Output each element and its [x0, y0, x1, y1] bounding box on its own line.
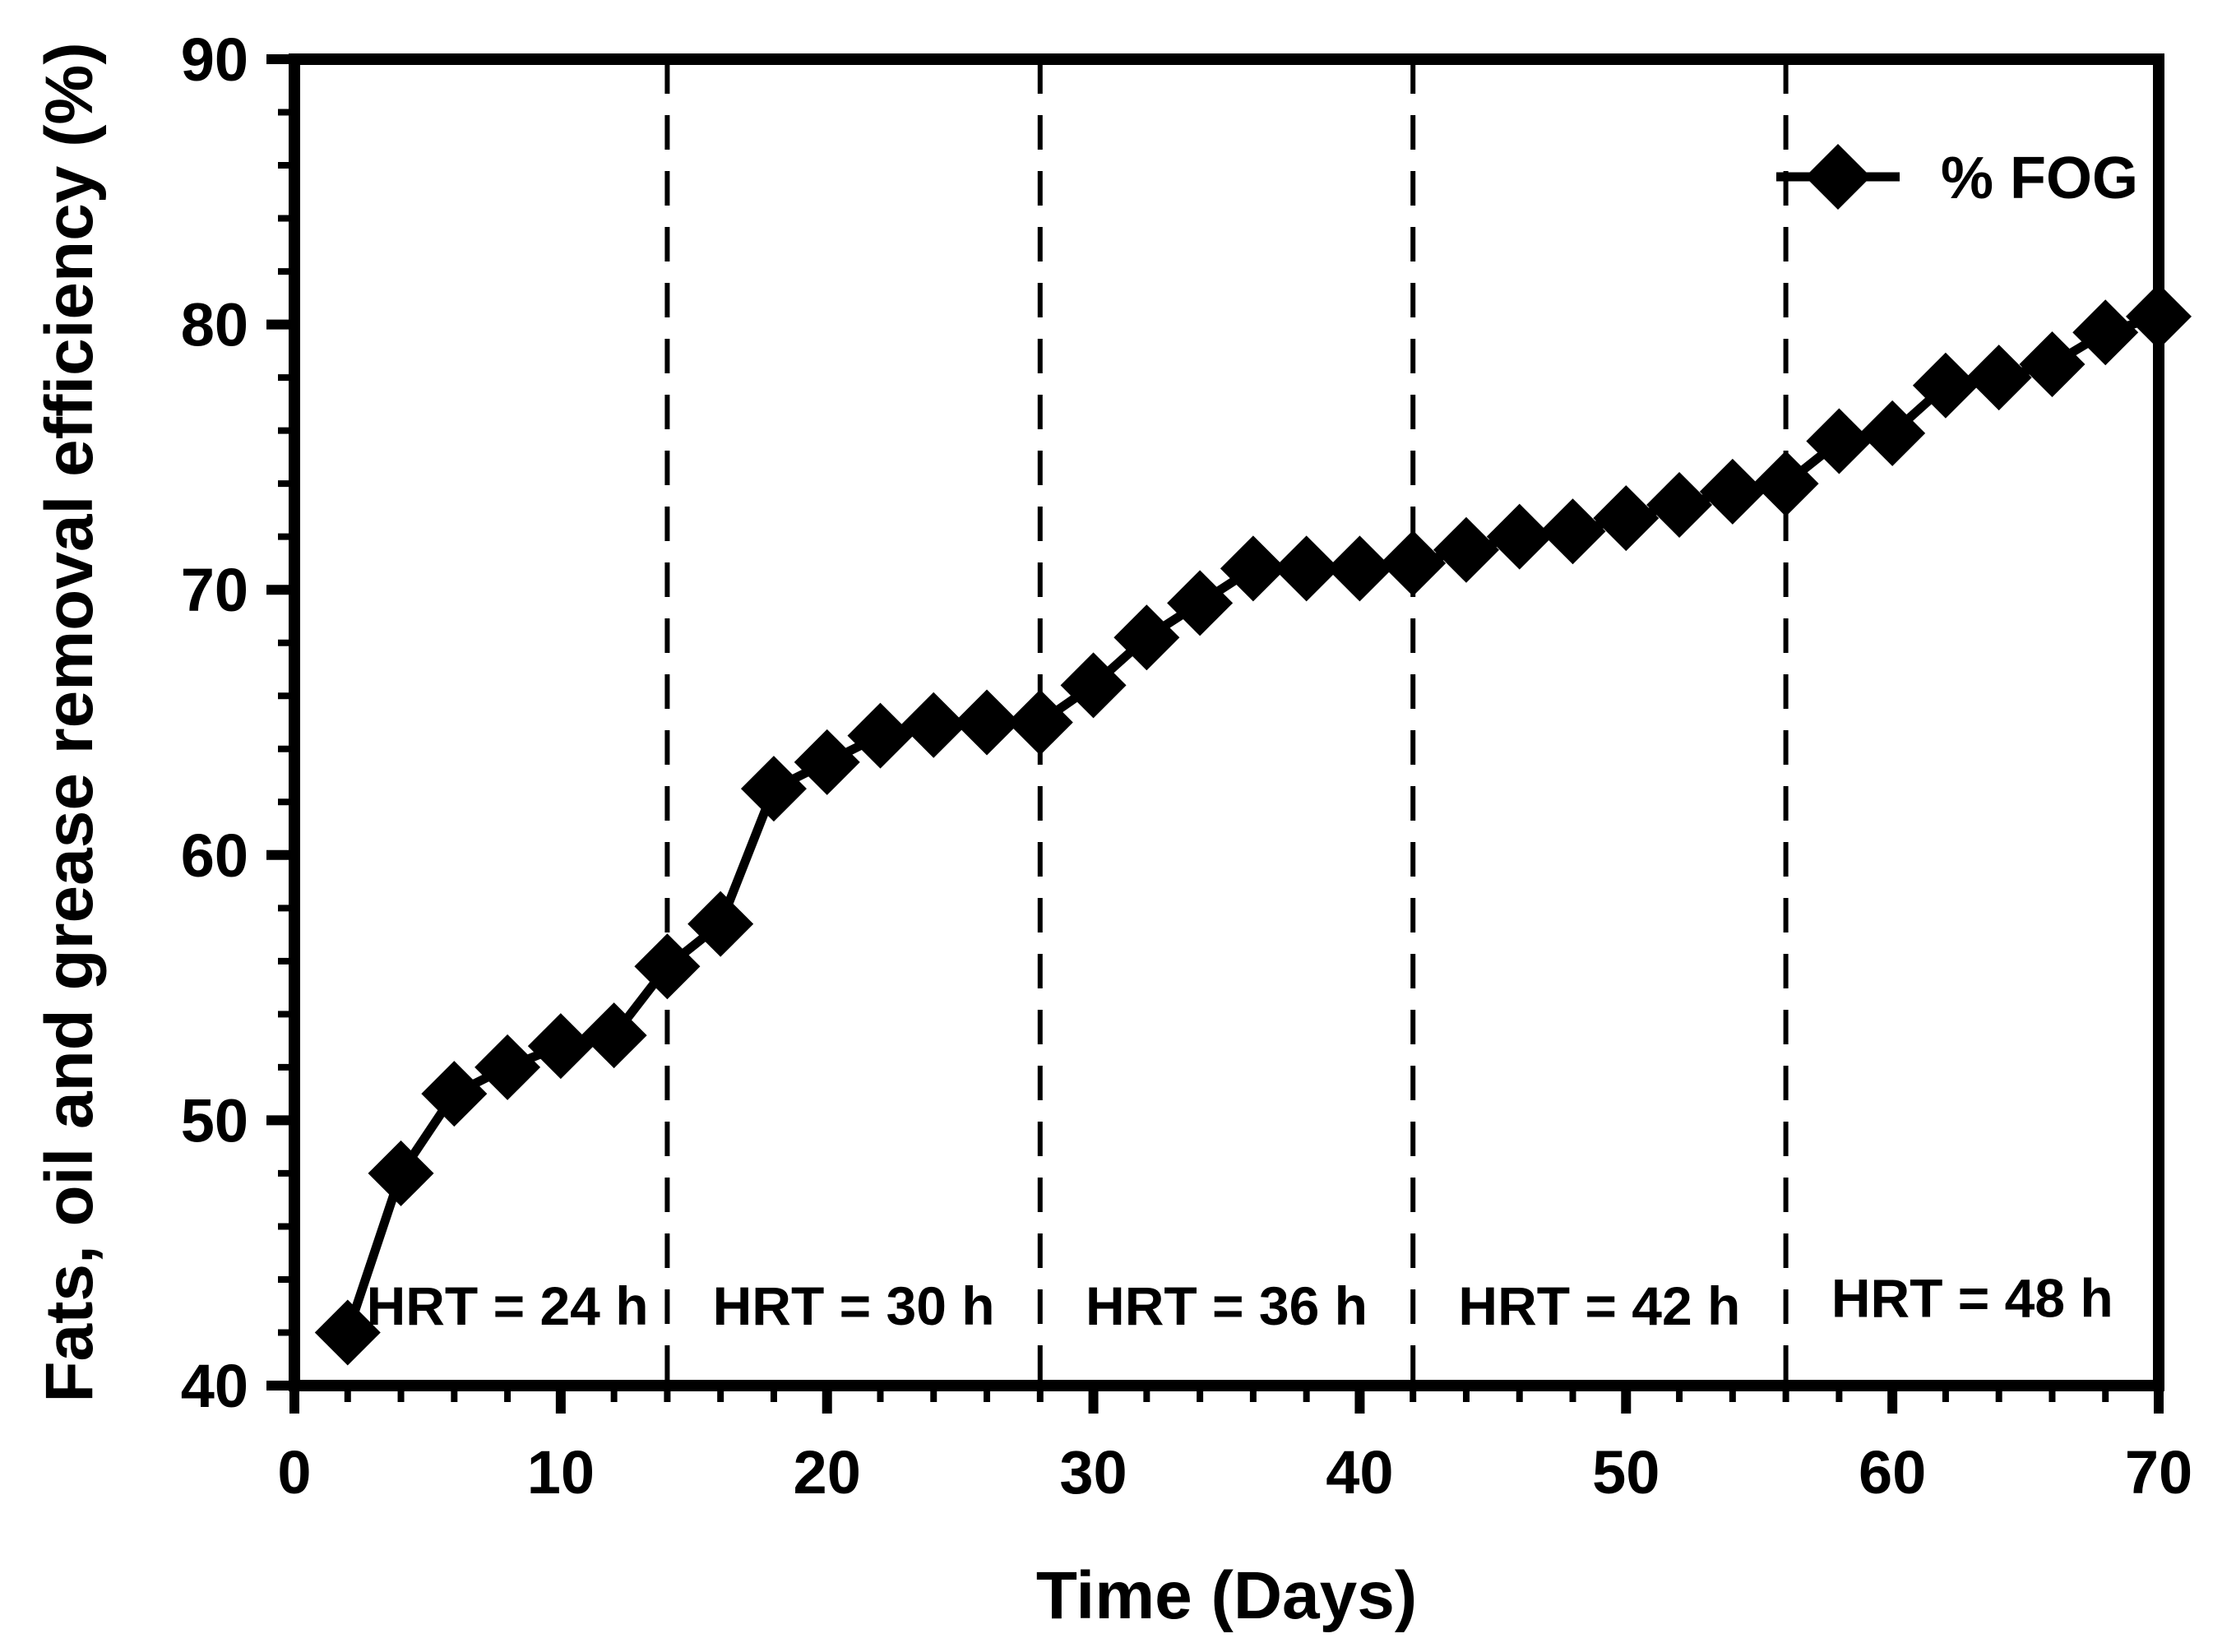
- data-point-day-14: [634, 933, 701, 1000]
- legend-diamond-icon: [1805, 144, 1871, 210]
- data-point-day-66: [2019, 331, 2086, 397]
- axis-ticks: [266, 54, 2164, 1414]
- data-point-day-16: [687, 891, 754, 957]
- hrt-region-label-0: HRT = 24 h: [367, 1275, 649, 1336]
- data-point-day-26: [954, 689, 1021, 756]
- x-tick-label-20: 20: [794, 1438, 861, 1506]
- data-point-day-54: [1699, 458, 1766, 525]
- data-point-day-4: [368, 1140, 434, 1206]
- hrt-region-label-4: HRT = 48 h: [1831, 1268, 2113, 1329]
- data-point-day-24: [900, 692, 967, 758]
- hrt-region-labels: HRT = 24 h HRT = 30 h HRT = 36 h HRT = 42 h…: [367, 1268, 2113, 1337]
- data-point-day-10: [527, 1013, 594, 1080]
- data-point-day-64: [1965, 345, 2032, 411]
- data-point-day-44: [1433, 516, 1499, 583]
- series--FOG: [314, 283, 2192, 1366]
- y-axis-title: Fats, oil and grease removal efficiency …: [32, 42, 107, 1402]
- data-point-day-2: [314, 1299, 381, 1366]
- y-tick-label-80: 80: [181, 291, 248, 359]
- data-point-day-22: [847, 702, 914, 769]
- data-point-day-28: [1007, 689, 1073, 756]
- legend: % FOG: [1776, 144, 2138, 211]
- data-point-day-40: [1326, 535, 1393, 602]
- y-tick-label-90: 90: [181, 25, 248, 94]
- data-point-day-20: [794, 729, 860, 795]
- y-tick-labels: 40 50 60 70 80 90: [181, 25, 248, 1420]
- x-tick-label-40: 40: [1326, 1438, 1393, 1506]
- y-tick-label-70: 70: [181, 556, 248, 624]
- data-point-day-50: [1593, 485, 1660, 552]
- x-tick-labels: 0 10 20 30 40 50 60 70: [277, 1438, 2192, 1506]
- data-point-day-6: [421, 1061, 488, 1127]
- hrt-region-label-2: HRT = 36 h: [1086, 1275, 1368, 1336]
- plot-frame: [289, 53, 2164, 1391]
- x-tick-label-30: 30: [1059, 1438, 1127, 1506]
- data-point-day-48: [1539, 498, 1606, 565]
- x-tick-label-0: 0: [277, 1438, 311, 1506]
- data-point-day-56: [1752, 451, 1819, 517]
- data-point-day-70: [2126, 283, 2192, 349]
- y-tick-label-50: 50: [181, 1086, 248, 1155]
- data-point-day-12: [581, 1002, 647, 1069]
- data-point-day-36: [1220, 535, 1286, 602]
- data-point-day-68: [2072, 299, 2139, 366]
- data-point-day-42: [1380, 530, 1447, 596]
- data-point-day-52: [1646, 471, 1713, 538]
- data-point-day-34: [1167, 570, 1234, 636]
- x-tick-label-10: 10: [527, 1438, 595, 1506]
- legend-label: % FOG: [1941, 146, 2138, 211]
- x-tick-label-70: 70: [2125, 1438, 2192, 1506]
- data-point-day-58: [1806, 408, 1873, 474]
- hrt-region-label-3: HRT = 42 h: [1458, 1275, 1740, 1336]
- data-point-day-8: [475, 1034, 541, 1100]
- data-point-day-46: [1486, 503, 1553, 570]
- x-axis-title: Time (Days): [1036, 1558, 1417, 1633]
- data-point-day-62: [1912, 352, 1979, 419]
- data-point-day-60: [1859, 400, 1926, 466]
- data-point-day-38: [1273, 535, 1340, 602]
- data-point-day-18: [740, 756, 807, 822]
- x-tick-label-60: 60: [1859, 1438, 1926, 1506]
- data-point-day-32: [1113, 604, 1180, 671]
- y-tick-label-40: 40: [181, 1352, 248, 1420]
- data-point-day-30: [1060, 652, 1127, 719]
- hrt-region-label-1: HRT = 30 h: [713, 1275, 995, 1336]
- y-tick-label-60: 60: [181, 821, 248, 890]
- x-tick-label-50: 50: [1592, 1438, 1660, 1506]
